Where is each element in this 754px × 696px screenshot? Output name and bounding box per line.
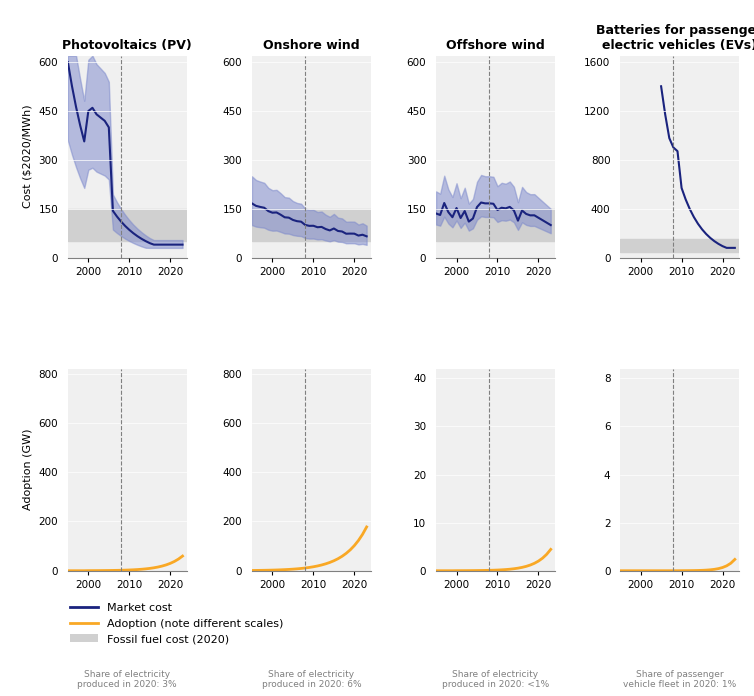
Text: Share of electricity
produced in 2020: <1%: Share of electricity produced in 2020: <… [442,670,549,689]
Bar [252,209,371,242]
Title: Onshore wind: Onshore wind [263,39,360,52]
Bar [436,209,555,242]
Y-axis label: Cost ($2020/MWh): Cost ($2020/MWh) [23,105,33,209]
Bar [68,209,187,242]
Legend: Market cost, Adoption (note different scales), Fossil fuel cost (2020): Market cost, Adoption (note different sc… [66,599,288,649]
Text: Share of passenger
vehicle fleet in 2020: 1%: Share of passenger vehicle fleet in 2020… [623,670,736,689]
Bar [620,239,739,251]
Title: Offshore wind: Offshore wind [446,39,545,52]
Title: Photovoltaics (PV): Photovoltaics (PV) [63,39,192,52]
Y-axis label: Adoption (GW): Adoption (GW) [23,429,33,510]
Text: Share of electricity
produced in 2020: 3%: Share of electricity produced in 2020: 3… [78,670,177,689]
Title: Batteries for passenger
electric vehicles (EVs): Batteries for passenger electric vehicle… [596,24,754,52]
Text: Share of electricity
produced in 2020: 6%: Share of electricity produced in 2020: 6… [262,670,361,689]
